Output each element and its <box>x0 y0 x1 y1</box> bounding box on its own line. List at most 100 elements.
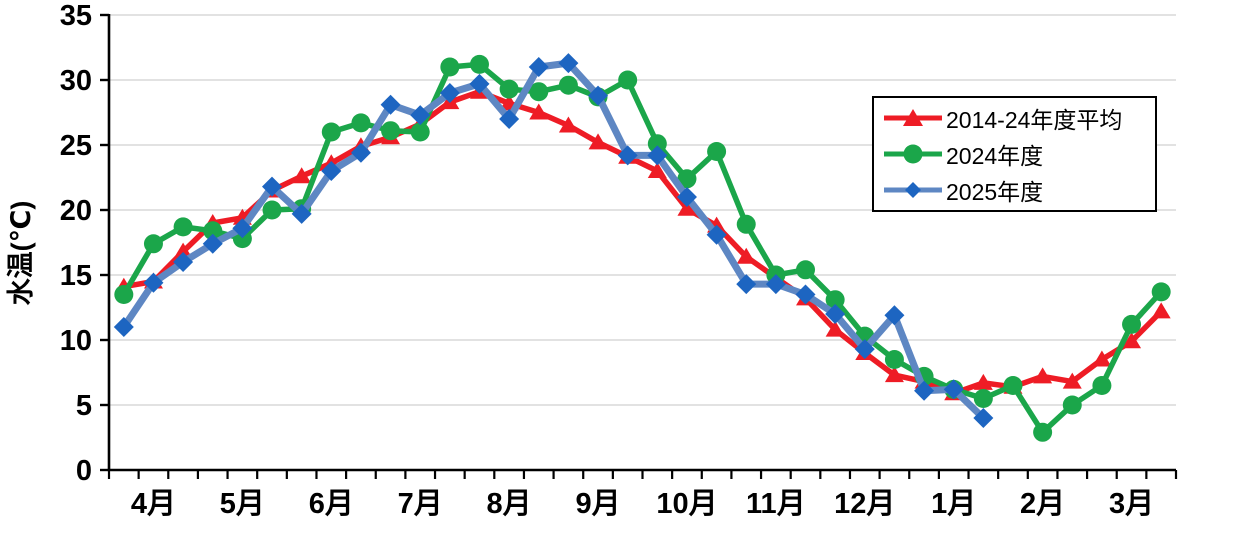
x-month-label: 8月 <box>487 488 532 520</box>
diamond-marker <box>439 83 460 103</box>
diamond-marker <box>914 380 935 401</box>
diamond-marker <box>113 317 134 337</box>
diamond-marker <box>380 94 401 115</box>
diamond-marker <box>469 73 490 94</box>
circle-marker <box>381 121 401 141</box>
chart-legend: 2014-24年度平均 2024年度 2025年度 <box>872 96 1157 212</box>
y-axis-title: 水温(℃) <box>6 201 36 306</box>
circle-marker <box>114 285 134 304</box>
y-tick-label: 15 <box>60 260 92 292</box>
red-triangle-line-icon <box>884 109 942 126</box>
triangle-marker <box>1092 350 1112 367</box>
diamond-marker <box>943 379 964 400</box>
circle-marker <box>973 389 993 408</box>
circle-marker <box>440 57 460 77</box>
diamond-marker <box>291 203 312 224</box>
y-tick-label: 30 <box>60 65 92 97</box>
diamond-marker <box>321 161 342 181</box>
circle-marker <box>707 142 727 161</box>
circle-marker <box>1062 395 1082 415</box>
circle-marker <box>558 75 578 95</box>
circle-marker <box>825 290 845 310</box>
diamond-marker <box>143 272 164 293</box>
diamond-marker <box>736 274 757 295</box>
legend-item-average: 2014-24年度平均 <box>882 101 1149 135</box>
circle-marker <box>1151 282 1171 302</box>
diamond-marker <box>706 224 727 245</box>
legend-item-2025: 2025年度 <box>882 173 1149 207</box>
circle-marker <box>321 122 341 142</box>
x-month-label: 6月 <box>309 488 354 520</box>
diamond-marker <box>676 187 697 207</box>
x-month-label: 4月 <box>131 488 176 520</box>
triangle-marker <box>173 242 193 259</box>
y-axis-tick-labels: 0 5 10 15 20 25 30 35 <box>60 0 92 487</box>
diamond-marker <box>973 408 994 428</box>
circle-marker <box>499 79 519 99</box>
triangle-marker <box>825 320 845 337</box>
diamond-marker <box>232 218 253 239</box>
diamond-marker <box>410 105 431 126</box>
triangle-marker <box>1062 372 1082 389</box>
circle-marker <box>1033 422 1053 442</box>
triangle-marker <box>677 199 697 216</box>
diamond-marker <box>173 252 194 272</box>
axes <box>100 13 1178 479</box>
y-tick-label: 0 <box>76 455 92 487</box>
y-tick-label: 35 <box>60 0 92 32</box>
circle-marker <box>884 350 904 369</box>
diamond-marker <box>854 339 875 360</box>
circle-marker <box>410 122 430 142</box>
circle-marker <box>618 70 638 90</box>
circle-marker <box>469 54 489 74</box>
series-2-group <box>113 53 994 428</box>
circle-marker <box>1092 376 1112 395</box>
circle-marker <box>1122 314 1142 334</box>
x-axis-month-labels: 4月 5月 6月 7月 8月 9月 10月 11月 12月 1月 2月 3月 <box>131 488 1154 520</box>
triangle-marker <box>558 116 578 133</box>
diamond-marker <box>350 142 371 163</box>
circle-marker <box>647 134 667 154</box>
circle-marker <box>173 217 193 237</box>
triangle-marker <box>647 162 667 178</box>
triangle-marker <box>973 373 993 390</box>
circle-marker <box>736 214 756 234</box>
diamond-marker <box>588 85 609 106</box>
x-month-label: 5月 <box>220 488 265 520</box>
x-month-label: 2月 <box>1020 488 1065 520</box>
legend-label-2024: 2024年度 <box>946 143 1044 169</box>
triangle-marker <box>884 366 904 383</box>
legend-label-2025: 2025年度 <box>946 179 1044 205</box>
triangle-marker <box>292 167 312 184</box>
diamond-marker <box>262 176 283 197</box>
diamond-marker <box>499 109 520 129</box>
diamond-marker <box>558 53 579 74</box>
diamond-marker <box>884 305 905 326</box>
circle-marker <box>143 234 163 254</box>
circle-marker <box>796 260 816 280</box>
triangle-marker <box>1151 302 1171 319</box>
series-2-line <box>120 59 987 422</box>
y-tick-label: 10 <box>60 325 92 357</box>
circle-marker <box>203 221 223 241</box>
legend-item-2024: 2024年度 <box>882 137 1149 171</box>
diamond-marker <box>765 274 786 295</box>
x-month-label: 11月 <box>746 488 806 520</box>
diamond-marker <box>528 57 549 77</box>
x-month-label: 9月 <box>575 488 620 520</box>
diamond-marker <box>617 145 638 166</box>
y-tick-label: 25 <box>60 130 92 162</box>
y-tick-label: 20 <box>60 195 92 227</box>
triangle-marker <box>529 103 549 120</box>
circle-marker <box>351 113 371 133</box>
x-month-label: 10月 <box>656 488 717 520</box>
circle-marker <box>1003 376 1023 395</box>
diamond-marker <box>647 145 668 166</box>
x-month-label: 12月 <box>834 488 895 520</box>
x-month-label: 7月 <box>398 488 443 520</box>
blue-diamond-line-icon <box>884 182 942 198</box>
x-month-label: 1月 <box>931 488 976 520</box>
y-tick-label: 5 <box>76 390 92 422</box>
